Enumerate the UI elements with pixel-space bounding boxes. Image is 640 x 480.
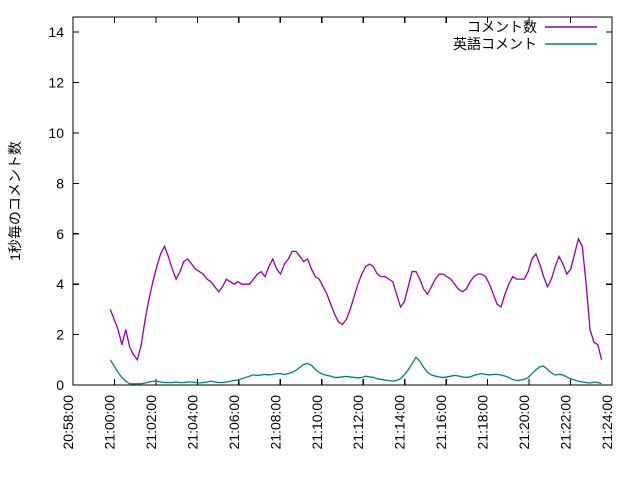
x-tick-label: 21:10:00 xyxy=(309,395,325,450)
y-tick-label: 4 xyxy=(56,276,64,292)
y-tick-label: 8 xyxy=(56,175,64,191)
y-tick-label: 10 xyxy=(48,125,64,141)
legend-label-comment-count: コメント数 xyxy=(467,19,537,35)
x-tick-label: 20:58:00 xyxy=(60,395,76,450)
x-tick-label: 21:06:00 xyxy=(226,395,242,450)
x-axis: 20:58:00 21:00:00 21:02:00 21:04:00 21:06:00… xyxy=(60,17,615,450)
x-tick-label: 21:20:00 xyxy=(516,395,532,450)
y-tick-label: 6 xyxy=(56,226,64,242)
x-tick-label: 21:18:00 xyxy=(475,395,491,450)
legend-label-english-comment: 英語コメント xyxy=(453,36,537,52)
x-tick-label: 21:14:00 xyxy=(392,395,408,450)
x-tick-label: 21:08:00 xyxy=(267,395,283,450)
y-tick-label: 2 xyxy=(56,327,64,343)
series-line-comment-count xyxy=(109,236,603,362)
y-tick-label: 14 xyxy=(48,24,64,40)
plot-frame xyxy=(72,16,613,386)
series-line-english-comment xyxy=(109,356,602,385)
x-tick-label: 21:12:00 xyxy=(350,395,366,450)
y-tick-label: 0 xyxy=(56,377,64,393)
x-tick-label: 21:24:00 xyxy=(599,395,615,450)
x-tick-label: 21:16:00 xyxy=(433,395,449,450)
x-tick-label: 21:00:00 xyxy=(101,395,117,450)
x-tick-label: 21:02:00 xyxy=(143,395,159,450)
y-axis: 0 2 4 6 8 10 12 14 xyxy=(48,24,612,393)
y-axis-title: 1秒毎のコメント数 xyxy=(7,141,23,261)
y-tick-label: 12 xyxy=(48,75,64,91)
x-tick-label: 21:22:00 xyxy=(558,395,574,450)
x-tick-label: 21:04:00 xyxy=(184,395,200,450)
